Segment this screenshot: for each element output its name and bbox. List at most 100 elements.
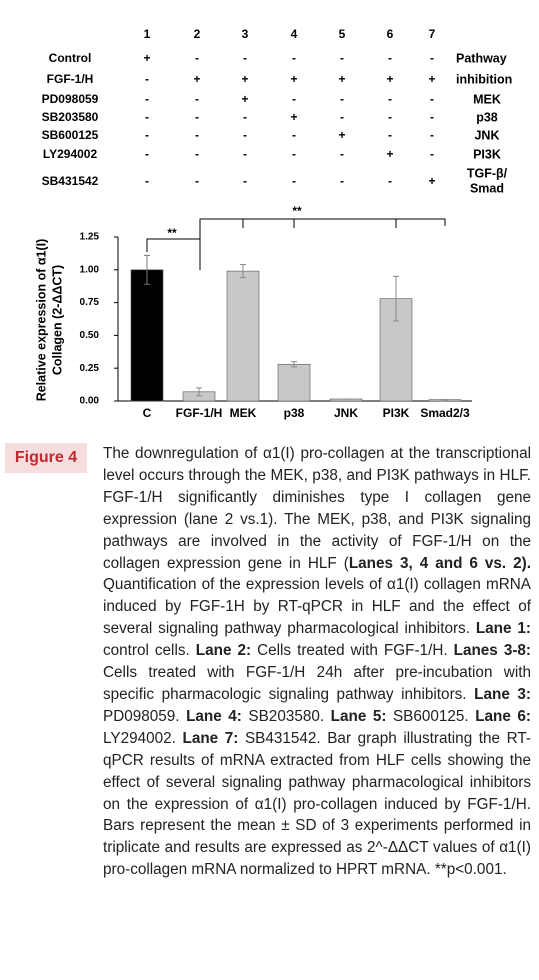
pathway-label: p38	[476, 110, 498, 124]
treatment-mark: -	[243, 51, 247, 65]
lane-number: 1	[144, 27, 151, 41]
treatment-mark: +	[143, 51, 150, 65]
treatment-mark: -	[145, 147, 149, 161]
pathway-label: PI3K	[473, 147, 501, 161]
pathway-label: inhibition	[456, 72, 512, 86]
treatment-mark: -	[388, 110, 392, 124]
x-tick-label: C	[143, 406, 152, 420]
treatment-label: SB431542	[42, 174, 99, 188]
x-tick-label: FGF-1/H	[176, 406, 223, 420]
caption-run: control cells.	[103, 642, 196, 660]
bar	[130, 269, 164, 402]
y-tick-label: 0.00	[80, 396, 100, 407]
caption-run: Lane 4:	[186, 707, 242, 725]
caption-run: PD098059.	[103, 707, 187, 725]
treatment-mark: -	[340, 147, 344, 161]
treatment-mark: +	[428, 72, 435, 86]
treatment-label: LY294002	[43, 147, 98, 161]
bar	[277, 363, 311, 402]
treatment-mark: -	[292, 128, 296, 142]
bracket	[199, 218, 446, 270]
pathway-label: Smad	[470, 181, 504, 195]
caption-run: SB203580.	[241, 707, 331, 725]
treatment-mark: -	[195, 110, 199, 124]
lane-number: 5	[339, 27, 346, 41]
treatment-mark: -	[430, 147, 434, 161]
treatment-mark: +	[241, 92, 248, 106]
y-tick-label: 0.50	[80, 330, 100, 341]
figure-label: Figure 4	[5, 443, 87, 473]
treatment-mark: +	[386, 72, 393, 86]
treatment-mark: +	[193, 72, 200, 86]
pathway-label: JNK	[474, 128, 499, 142]
x-tick-label: JNK	[334, 406, 358, 420]
caption-run: Quantification of the expression levels …	[103, 576, 531, 638]
treatment-mark: -	[292, 174, 296, 188]
x-tick-label: MEK	[230, 406, 257, 420]
caption-run: Lane 7:	[182, 729, 239, 747]
treatment-mark: -	[195, 147, 199, 161]
y-tick-label: 0.75	[80, 297, 100, 308]
figure: 1 2 3 4 5 6 7 Control + - - - - - - Pathway FGF-1/H - + + + +…	[34, 27, 512, 420]
treatment-mark: -	[340, 51, 344, 65]
treatment-mark: -	[388, 128, 392, 142]
caption-run: Cells treated with FGF-1/H.	[251, 642, 454, 660]
treatment-mark: -	[430, 92, 434, 106]
treatment-label: Control	[49, 51, 92, 65]
treatment-mark: +	[386, 147, 393, 161]
lane-number: 6	[387, 27, 394, 41]
bar	[226, 270, 260, 402]
treatment-mark: -	[292, 51, 296, 65]
y-axis-label: Collagen (2-ΔΔCT)	[50, 265, 64, 375]
caption-run: The downregulation of α1(I) pro-collagen…	[103, 445, 531, 572]
treatment-label: FGF-1/H	[47, 72, 94, 86]
y-axis-label: Relative expression of α1(I)	[34, 239, 48, 402]
treatment-mark: -	[430, 51, 434, 65]
treatment-mark: -	[243, 110, 247, 124]
treatment-mark: -	[195, 174, 199, 188]
treatment-mark: -	[340, 92, 344, 106]
caption-run: Lane 5:	[330, 707, 387, 725]
treatment-mark: -	[243, 174, 247, 188]
treatment-mark: -	[145, 128, 149, 142]
treatment-mark: +	[241, 72, 248, 86]
annotation: **	[292, 204, 302, 218]
caption-run: Lane 1:	[475, 620, 531, 638]
y-tick-label: 1.00	[80, 264, 100, 275]
treatment-mark: -	[243, 147, 247, 161]
treatment-mark: -	[195, 92, 199, 106]
caption-run: SB431542. Bar graph illustrating the RT-…	[103, 729, 531, 879]
treatment-mark: -	[145, 174, 149, 188]
x-tick-label: Smad2/3	[420, 406, 470, 420]
treatment-label: PD098059	[42, 92, 99, 106]
treatment-mark: -	[340, 110, 344, 124]
y-tick-label: 0.25	[80, 363, 100, 374]
treatment-mark: -	[195, 128, 199, 142]
treatment-mark: -	[292, 92, 296, 106]
bracket	[146, 238, 201, 270]
treatment-mark: -	[388, 51, 392, 65]
treatment-mark: -	[145, 92, 149, 106]
treatment-mark: -	[388, 92, 392, 106]
caption-run: Lanes 3, 4 and 6 vs. 2).	[348, 554, 532, 572]
annotation: **	[167, 226, 177, 240]
treatment-mark: -	[430, 128, 434, 142]
caption: The downregulation of α1(I) pro-collagen…	[103, 443, 531, 881]
caption-run: Lanes 3-8:	[453, 642, 532, 660]
treatment-mark: -	[195, 51, 199, 65]
treatment-label: SB600125	[42, 128, 99, 142]
treatment-mark: +	[428, 174, 435, 188]
pathway-label: TGF-β/	[467, 166, 508, 180]
treatment-mark: +	[290, 72, 297, 86]
caption-run: Lane 2:	[195, 642, 252, 660]
treatment-mark: -	[340, 174, 344, 188]
caption-run: Lane 6:	[475, 707, 532, 725]
treatment-mark: -	[243, 128, 247, 142]
lane-number: 3	[242, 27, 249, 41]
treatment-mark: -	[292, 147, 296, 161]
caption-run: Cells treated with FGF-1/H 24h after pre…	[103, 664, 531, 703]
treatment-mark: -	[145, 72, 149, 86]
treatment-mark: +	[290, 110, 297, 124]
caption-run: Lane 3:	[474, 685, 531, 703]
